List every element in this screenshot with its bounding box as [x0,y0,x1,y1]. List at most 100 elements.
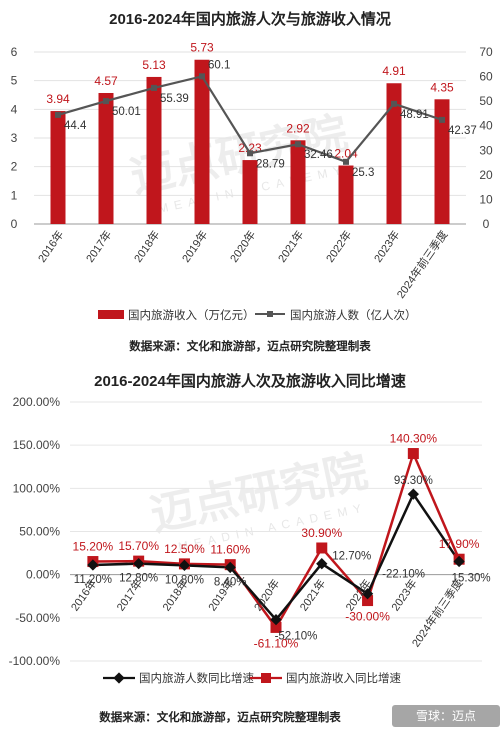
corner-badge: 雪球：迈点 [392,705,500,727]
bar-value-label: 2.04 [334,147,358,161]
visitor-growth-label: 8.40% [214,576,247,588]
y-left-tick-label: 4 [11,102,18,116]
legend-label-visitors: 国内旅游人数（亿人次） [290,308,417,322]
y-tick-label: 0.00% [26,568,60,582]
y-left-tick-label: 0 [11,217,18,231]
x-tick-label: 2024年前三季度 [393,228,450,301]
y-right-tick-label: 50 [479,94,493,108]
visitor-growth-label: 10.80% [165,574,204,586]
bar-value-label: 4.35 [430,80,454,94]
point-visitor-growth [316,558,328,570]
visitor-growth-label: -52.10% [275,631,318,643]
point-visitors [343,158,349,165]
y-right-tick-label: 0 [483,217,490,231]
point-value-label: 60.1 [208,59,230,71]
bar-value-label: 5.13 [142,58,166,72]
bar-revenue [194,59,210,224]
revenue-growth-label: 17.90% [439,537,480,551]
bar-revenue [242,160,258,224]
point-visitors [391,100,397,107]
revenue-growth-label: -30.00% [345,610,390,624]
visitor-growth-label: 12.70% [332,551,371,563]
point-value-label: 50.01 [112,106,141,118]
revenue-growth-label: 15.20% [73,540,114,554]
visitor-growth-label: 12.80% [119,573,158,585]
point-visitor-growth [361,588,374,600]
point-revenue-growth [316,542,328,554]
x-tick-label: 2017年 [83,228,115,265]
chart2-legend: 国内旅游人数同比增速 国内旅游收入同比增速 [103,671,401,685]
legend-marker-visitor-growth [113,672,125,684]
point-visitor-growth [270,613,282,626]
point-visitor-growth [224,561,236,574]
point-value-label: 32.46 [304,149,333,161]
revenue-growth-label: -61.10% [254,636,299,650]
legend-label-visitor-growth: 国内旅游人数同比增速 [139,671,254,685]
x-tick-label: 2021年 [275,228,307,265]
legend-swatch-revenue [98,310,124,319]
bar-value-label: 2.92 [286,121,310,135]
y-right-tick-label: 10 [479,192,493,206]
point-visitors [151,84,157,91]
visitor-growth-label: 15.30% [452,572,491,584]
chart1-source: 数据来源：文化和旅游部，迈点研究院整理制表 [129,339,371,353]
y-left-tick-label: 1 [11,188,18,202]
y-tick-label: 100.00% [13,481,61,495]
chart1-legend: 国内旅游收入（万亿元） 国内旅游人数（亿人次） [98,308,417,322]
point-value-label: 42.37 [448,125,477,137]
revenue-growth-label: 140.30% [390,432,438,446]
revenue-growth-label: 11.60% [210,543,250,557]
y-right-tick-label: 70 [479,45,493,59]
chart1-title: 2016-2024年国内旅游人次与旅游收入情况 [109,10,391,28]
x-tick-label: 2018年 [131,228,163,265]
y-right-tick-label: 20 [479,168,493,182]
bar-revenue [146,76,162,224]
legend-label-revenue: 国内旅游收入（万亿元） [128,308,255,322]
point-value-label: 55.39 [160,93,189,105]
bar-value-label: 3.94 [46,92,70,106]
x-tick-label: 2016年 [35,228,67,265]
y-tick-label: -50.00% [15,611,60,625]
point-visitors [103,98,109,105]
point-visitors [247,150,253,157]
y-left-tick-label: 6 [11,45,18,59]
chart-tourism-growth: 2016-2024年国内旅游人次及旅游收入同比增速 迈点研究院 MEADIN A… [9,372,500,727]
point-value-label: 48.91 [400,109,429,121]
legend-label-revenue-growth: 国内旅游收入同比增速 [286,671,401,685]
visitor-growth-label: 11.20% [74,574,112,586]
y-right-tick-label: 30 [479,143,493,157]
chart2-source: 数据来源：文化和旅游部，迈点研究院整理制表 [99,710,341,724]
bar-value-label: 4.57 [94,74,118,88]
y-left-tick-label: 2 [11,160,18,174]
x-tick-label: 2020年 [227,228,259,265]
point-visitors [55,111,61,118]
bar-revenue [98,92,114,224]
legend-marker-visitors [267,311,273,317]
point-visitors [295,141,301,148]
revenue-growth-label: 12.50% [164,542,205,556]
point-visitors [439,116,445,123]
y-left-tick-label: 3 [11,131,18,145]
point-revenue-growth [270,621,282,633]
point-revenue-growth [362,595,374,607]
bar-revenue [290,140,306,224]
y-right-tick-label: 60 [479,70,493,84]
y-left-tick-label: 5 [11,74,18,88]
point-visitor-growth [453,555,465,568]
y-tick-label: 200.00% [13,395,61,409]
x-tick-label: 2023年 [371,228,403,265]
x-tick-label: 2022年 [323,228,355,265]
bar-revenue [338,165,354,224]
point-revenue-growth [407,448,419,460]
visitor-growth-label: -22.10% [382,569,425,581]
visitor-growth-label: 93.30% [394,475,433,487]
bar-revenue [434,99,450,224]
point-value-label: 44.4 [64,120,87,132]
point-value-label: 25.3 [352,167,374,179]
revenue-growth-label: 30.90% [301,526,342,540]
revenue-growth-label: 15.70% [118,539,159,553]
y-right-tick-label: 40 [479,119,493,133]
point-value-label: 28.79 [256,158,285,170]
chart2-title: 2016-2024年国内旅游人次及旅游收入同比增速 [94,372,406,390]
legend-marker-revenue-growth [261,673,271,683]
